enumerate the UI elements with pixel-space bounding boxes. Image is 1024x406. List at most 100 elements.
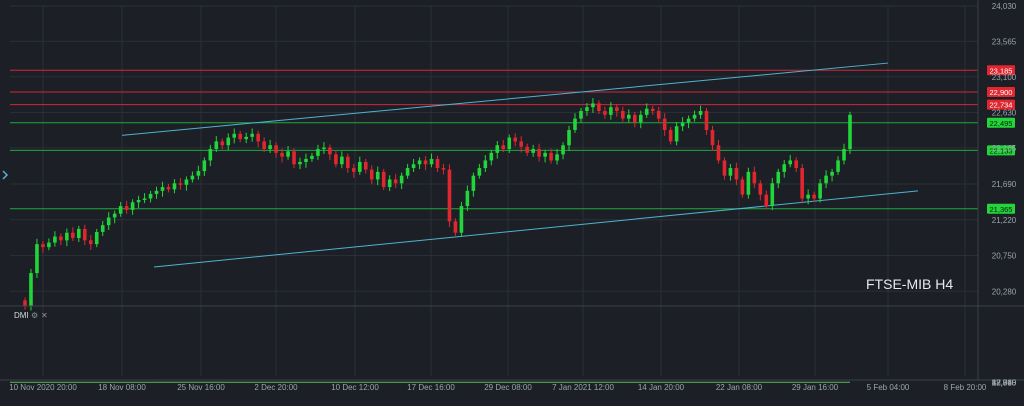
candle-body: [274, 145, 278, 153]
candle-body: [316, 149, 320, 156]
candle-body: [197, 171, 201, 176]
candle-body: [143, 198, 147, 200]
x-tick-label: 10 Dec 12:00: [331, 383, 379, 392]
candle-body: [531, 149, 535, 153]
candle-body: [71, 233, 75, 238]
candle-body: [770, 183, 774, 206]
candle-body: [418, 160, 422, 164]
candle-body: [621, 111, 625, 119]
candle-body: [645, 109, 649, 115]
y-tick-label: 22,165: [992, 144, 1017, 153]
candle-body: [597, 103, 601, 111]
candle-body: [256, 134, 260, 142]
candle-body: [304, 159, 308, 162]
candle-body: [663, 119, 667, 130]
candle-body: [484, 160, 488, 168]
dmi-settings-icon[interactable]: ⚙: [31, 311, 38, 320]
candle-body: [711, 130, 715, 145]
x-tick-label: 8 Feb 20:00: [944, 383, 987, 392]
candle-body: [286, 151, 290, 156]
candle-body: [185, 179, 189, 184]
candle-body: [161, 187, 165, 191]
candle-body: [268, 145, 272, 149]
candle-body: [741, 179, 745, 194]
candle-body: [220, 141, 224, 145]
candle-body: [681, 122, 685, 126]
candle-body: [155, 191, 159, 194]
x-tick-label: 25 Nov 16:00: [177, 383, 225, 392]
candle-body: [125, 206, 129, 210]
candle-body: [400, 176, 404, 184]
candle-body: [836, 160, 840, 171]
y-tick-label: 21,220: [992, 216, 1017, 225]
candle-body: [525, 147, 529, 153]
candle-body: [830, 172, 834, 176]
candle-body: [639, 115, 643, 123]
candle-body: [179, 183, 183, 185]
dmi-close-icon[interactable]: ✕: [41, 311, 48, 320]
candle-body: [436, 159, 440, 168]
candle-body: [131, 202, 135, 210]
candle-body: [669, 130, 673, 141]
candle-body: [65, 233, 69, 241]
candle-body: [693, 115, 697, 119]
candle-body: [501, 145, 505, 149]
x-tick-label: 29 Jan 16:00: [792, 383, 839, 392]
level-price-label: 22,495: [990, 119, 1013, 128]
candle-body: [717, 145, 721, 160]
candle-body: [310, 156, 314, 159]
candle-body: [83, 229, 87, 240]
candle-body: [364, 162, 368, 170]
y-tick-label: 23,565: [992, 37, 1017, 46]
candle-body: [603, 111, 607, 115]
candle-body: [490, 153, 494, 161]
candle-body: [280, 153, 284, 157]
candle-body: [812, 195, 816, 199]
x-tick-label: 10 Nov 2020 20:00: [9, 383, 77, 392]
x-tick-label: 29 Dec 08:00: [484, 383, 532, 392]
candle-body: [800, 168, 804, 198]
candle-body: [687, 119, 691, 123]
candle-body: [782, 164, 786, 172]
candle-body: [818, 183, 822, 198]
candle-body: [113, 214, 117, 218]
y-tick-label: 21,690: [992, 180, 1017, 189]
candle-body: [232, 134, 236, 138]
candle-body: [370, 170, 374, 180]
level-price-label: 21,365: [990, 205, 1013, 214]
candle-body: [298, 162, 302, 164]
candle-body: [460, 206, 464, 233]
candle-body: [788, 160, 792, 164]
candle-body: [567, 130, 571, 145]
level-price-label: 22,900: [990, 88, 1013, 97]
candle-body: [406, 168, 410, 176]
x-tick-label: 14 Jan 20:00: [638, 383, 685, 392]
candle-body: [591, 103, 595, 107]
candle-body: [388, 179, 392, 187]
candle-body: [322, 148, 326, 150]
x-tick-label: 5 Feb 04:00: [867, 383, 910, 392]
candle-body: [633, 115, 637, 123]
candle-body: [334, 154, 338, 164]
candle-body: [137, 200, 141, 202]
candle-body: [729, 168, 733, 176]
candle-body: [47, 243, 51, 248]
candle-body: [555, 154, 559, 160]
x-tick-label: 22 Jan 08:00: [716, 383, 763, 392]
candle-body: [119, 206, 123, 214]
candle-body: [585, 107, 589, 111]
candle-body: [376, 172, 380, 180]
candle-body: [394, 179, 398, 183]
candle-body: [53, 237, 57, 243]
y-tick-label: 22,630: [992, 109, 1017, 118]
y-tick-label: 20,750: [992, 252, 1017, 261]
candle-body: [89, 240, 93, 244]
candle-body: [262, 141, 266, 149]
candle-body: [346, 157, 350, 168]
candle-body: [549, 153, 553, 161]
candle-body: [615, 107, 619, 111]
candle-body: [191, 176, 195, 180]
candle-body: [215, 141, 219, 149]
candle-body: [735, 168, 739, 179]
candle-body: [77, 229, 81, 238]
